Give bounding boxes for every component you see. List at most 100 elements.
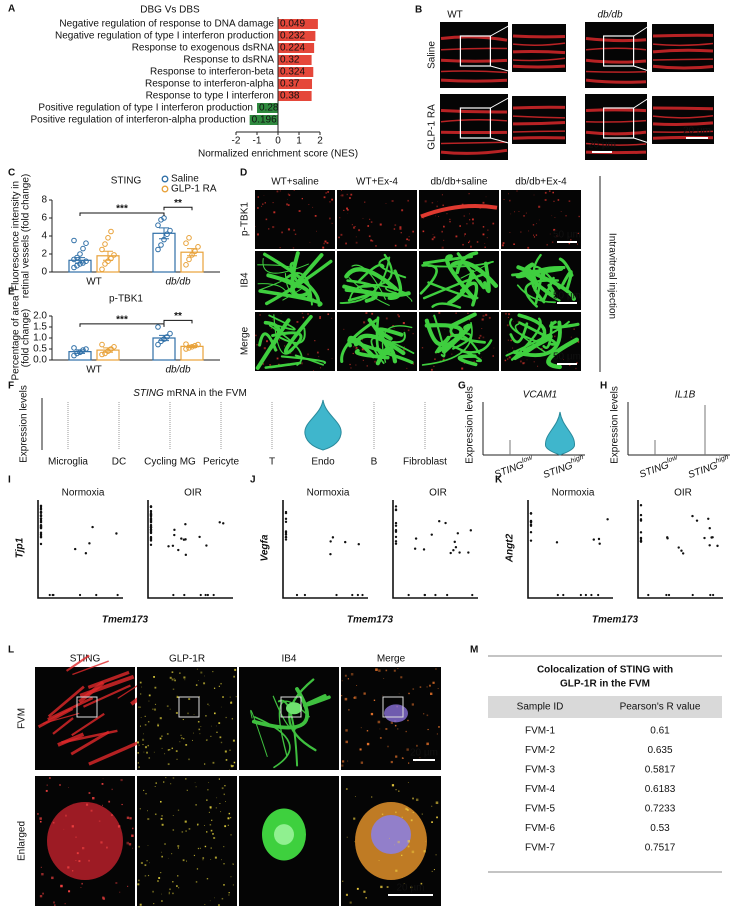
column-label: WT+Ex-4 xyxy=(356,177,398,188)
speckle xyxy=(431,870,433,872)
dot xyxy=(529,512,533,515)
scale-bar-label: 20 µm xyxy=(683,126,711,137)
dot xyxy=(173,533,176,537)
x-tick-label: 1 xyxy=(296,136,302,147)
dot xyxy=(529,539,533,542)
speckle xyxy=(39,820,42,823)
speckle xyxy=(455,312,457,314)
speckle xyxy=(207,789,209,791)
speckle xyxy=(265,218,268,221)
speckle xyxy=(375,245,377,247)
speckle xyxy=(302,316,305,319)
speckle xyxy=(394,244,397,247)
speckle xyxy=(75,836,77,838)
speckle xyxy=(208,782,210,783)
speckle xyxy=(205,715,207,717)
speckle xyxy=(347,760,349,762)
speckle xyxy=(161,855,163,858)
speckle xyxy=(437,201,439,203)
speckle xyxy=(144,724,147,726)
micrograph xyxy=(512,24,566,72)
dot xyxy=(667,593,671,597)
table-cell: 0.61 xyxy=(650,726,670,737)
speckle xyxy=(492,355,494,357)
dot xyxy=(703,536,706,540)
data-point xyxy=(155,341,161,348)
speckle xyxy=(532,224,535,226)
speckle xyxy=(193,854,196,857)
speckle xyxy=(538,205,541,208)
vessel xyxy=(427,281,479,300)
dot xyxy=(711,536,714,539)
dot xyxy=(639,504,643,507)
speckle xyxy=(395,811,397,814)
speckle xyxy=(119,891,121,893)
speckle xyxy=(461,367,464,370)
dot xyxy=(356,593,359,597)
data-point xyxy=(189,344,195,350)
x-axis-label: Normalized enrichment score (NES) xyxy=(198,149,358,160)
speckle xyxy=(356,887,359,890)
category-label: Negative regulation of type I interferon… xyxy=(55,31,274,42)
data-point xyxy=(99,266,105,273)
speckle xyxy=(177,847,179,849)
retina-layer xyxy=(585,47,647,51)
speckle xyxy=(430,368,433,371)
speckle xyxy=(257,196,259,198)
speckle xyxy=(152,708,154,710)
speckle xyxy=(262,203,264,205)
speckle xyxy=(157,880,159,883)
y-tick-label: 1.5 xyxy=(33,322,47,333)
speckle xyxy=(482,233,485,236)
dot xyxy=(467,551,470,554)
speckle xyxy=(507,358,509,360)
speckle xyxy=(438,215,440,217)
speckle xyxy=(503,198,505,200)
retina-layer xyxy=(512,64,566,69)
speckle xyxy=(469,213,471,215)
speckle xyxy=(407,845,410,848)
speckle xyxy=(139,681,142,684)
speckle xyxy=(195,684,198,686)
dot xyxy=(394,542,398,545)
speckle xyxy=(487,229,489,231)
speckle xyxy=(147,744,149,747)
speckle xyxy=(111,788,113,791)
micrograph xyxy=(501,190,581,249)
speckle xyxy=(393,327,395,329)
speckle xyxy=(394,724,397,727)
data-point xyxy=(99,341,105,348)
x-tick-label: Microglia xyxy=(48,457,88,468)
bar xyxy=(278,67,314,77)
retina-layer xyxy=(440,70,508,74)
legend-label: Saline xyxy=(171,174,199,185)
speckle xyxy=(375,668,378,671)
vessel xyxy=(509,318,543,345)
speckle xyxy=(412,688,415,690)
speckle xyxy=(223,846,225,848)
speckle xyxy=(196,823,199,826)
axes xyxy=(282,500,368,599)
vessel xyxy=(444,342,483,363)
speckle xyxy=(266,340,268,343)
speckle xyxy=(230,765,233,768)
speckle xyxy=(378,860,380,862)
dot xyxy=(351,593,354,597)
speckle xyxy=(363,321,366,324)
speckle xyxy=(161,735,163,738)
speckle xyxy=(395,789,397,791)
retina-layer xyxy=(512,115,566,119)
speckle xyxy=(147,818,150,821)
speckle xyxy=(223,862,225,865)
group-label: STINGlow xyxy=(637,454,681,480)
bar-annotation: 0.32 xyxy=(280,55,300,66)
dot xyxy=(284,520,288,524)
data-point xyxy=(83,346,89,352)
violin xyxy=(304,399,342,451)
data-point xyxy=(80,245,86,252)
data-point xyxy=(183,262,189,268)
speckle xyxy=(206,739,208,741)
speckle xyxy=(385,317,388,320)
speckle xyxy=(198,680,199,681)
speckle xyxy=(177,809,180,811)
